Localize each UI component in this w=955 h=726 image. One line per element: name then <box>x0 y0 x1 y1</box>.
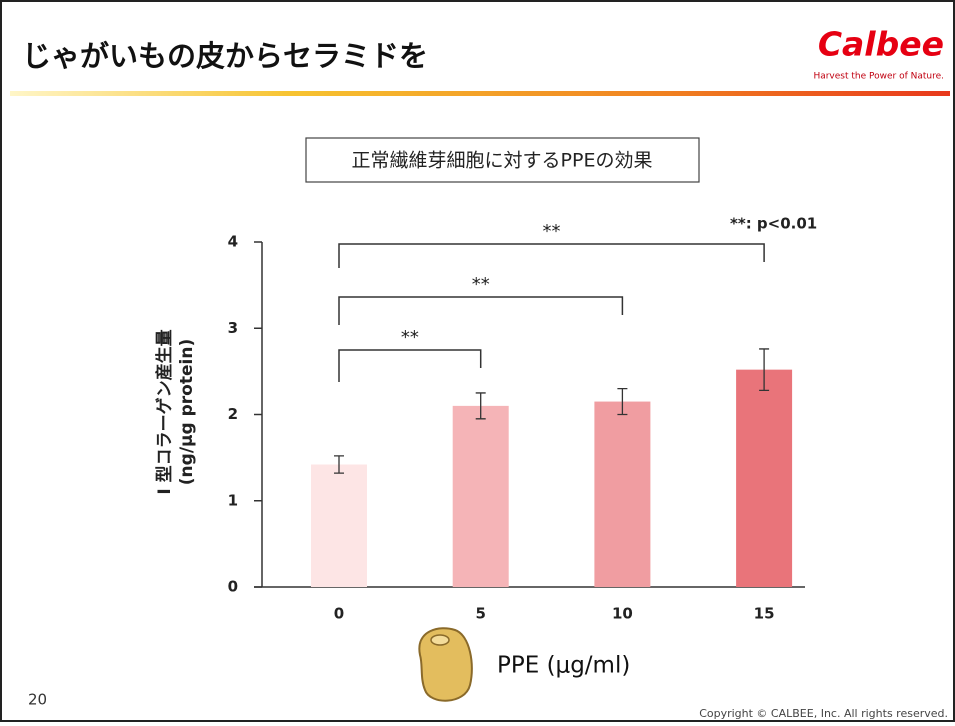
y-axis-label: (ng/μg protein) <box>177 339 197 485</box>
bar <box>736 370 792 587</box>
significance-label: ** <box>401 327 419 348</box>
bar <box>453 406 509 587</box>
y-axis-label: I 型コラーゲン産生量 <box>154 329 175 494</box>
x-tick-label: 10 <box>612 605 633 623</box>
y-tick-label: 1 <box>228 491 238 509</box>
x-tick-label: 0 <box>334 605 344 623</box>
page-number: 20 <box>28 691 47 709</box>
significance-label: ** <box>472 274 490 295</box>
x-axis-label: PPE (μg/ml) <box>497 653 630 679</box>
copyright: Copyright © CALBEE, Inc. All rights rese… <box>699 707 948 720</box>
chart-title: 正常繊維芽細胞に対するPPEの効果 <box>352 150 653 172</box>
potato-icon <box>419 628 472 700</box>
bar <box>311 465 367 587</box>
significance-label: ** <box>543 221 561 242</box>
y-tick-label: 2 <box>228 405 238 423</box>
x-tick-label: 5 <box>475 605 485 623</box>
logo-tagline: Harvest the Power of Nature. <box>813 72 944 82</box>
annotation: **: p<0.01 <box>730 215 817 233</box>
slide-title: じゃがいもの皮からセラミドを <box>22 39 428 73</box>
y-tick-label: 3 <box>228 319 238 337</box>
logo: Calbee <box>818 25 944 64</box>
bar <box>594 402 650 587</box>
y-tick-label: 0 <box>228 578 238 596</box>
slide: じゃがいもの皮からセラミドを Calbee Harvest the Power … <box>0 0 955 722</box>
header-rule <box>10 91 950 96</box>
y-tick-label: 4 <box>228 233 238 251</box>
x-tick-label: 15 <box>754 605 775 623</box>
